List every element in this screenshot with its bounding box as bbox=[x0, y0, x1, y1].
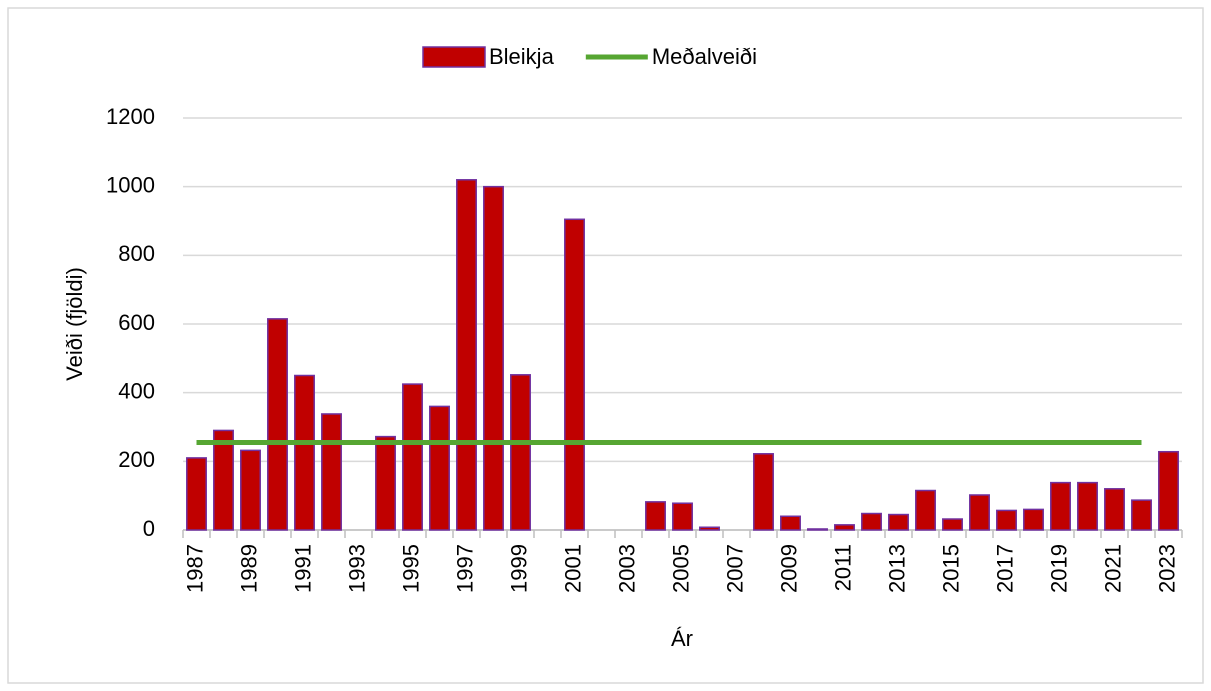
bar bbox=[942, 518, 963, 531]
bar bbox=[888, 513, 909, 531]
bar bbox=[1050, 481, 1071, 531]
bar bbox=[969, 494, 990, 531]
bar bbox=[321, 413, 342, 531]
legend-swatch bbox=[422, 46, 486, 68]
y-tick-label: 600 bbox=[118, 310, 155, 335]
bar bbox=[834, 524, 855, 531]
bar bbox=[429, 405, 450, 531]
x-tick-label: 2005 bbox=[668, 544, 693, 593]
bar bbox=[780, 515, 801, 531]
y-tick-label: 200 bbox=[118, 447, 155, 472]
x-tick-label: 2015 bbox=[938, 544, 963, 593]
x-tick-label: 1991 bbox=[290, 544, 315, 593]
bar bbox=[1104, 488, 1125, 531]
y-tick-label: 400 bbox=[118, 378, 155, 403]
bar bbox=[186, 457, 207, 531]
x-tick-label: 2011 bbox=[830, 544, 855, 591]
bar bbox=[645, 501, 666, 531]
bar bbox=[1077, 481, 1098, 531]
x-tick-label: 2001 bbox=[560, 544, 585, 593]
x-tick-label: 2009 bbox=[776, 544, 801, 593]
chart-border bbox=[7, 7, 1204, 684]
x-tick-label: 2023 bbox=[1154, 544, 1179, 593]
x-tick-label: 1995 bbox=[398, 544, 423, 593]
x-tick-label: 2013 bbox=[884, 544, 909, 593]
x-axis-title: Ár bbox=[671, 626, 693, 651]
bar bbox=[267, 318, 288, 531]
bar bbox=[564, 218, 585, 531]
legend-label: Meðalveiði bbox=[652, 44, 757, 69]
x-tick-label: 2003 bbox=[614, 544, 639, 593]
y-tick-label: 1000 bbox=[106, 172, 155, 197]
bar bbox=[861, 512, 882, 531]
y-tick-label: 800 bbox=[118, 241, 155, 266]
x-tick-label: 1987 bbox=[182, 544, 207, 593]
bar bbox=[807, 528, 828, 531]
x-tick-label: 1999 bbox=[506, 544, 531, 593]
x-tick-label: 2007 bbox=[722, 544, 747, 593]
bar bbox=[402, 383, 423, 531]
bar bbox=[375, 435, 396, 531]
y-tick-label: 0 bbox=[143, 516, 155, 541]
x-tick-label: 1989 bbox=[236, 544, 261, 593]
x-tick-label: 2019 bbox=[1046, 544, 1071, 593]
bar bbox=[996, 509, 1017, 531]
bar bbox=[213, 429, 234, 531]
bar bbox=[510, 374, 531, 531]
bar bbox=[753, 453, 774, 531]
x-tick-label: 2017 bbox=[992, 544, 1017, 593]
y-tick-label: 1200 bbox=[106, 104, 155, 129]
bar bbox=[915, 489, 936, 531]
legend-label: Bleikja bbox=[489, 44, 555, 69]
y-axis-title: Veiði (fjöldi) bbox=[62, 267, 87, 381]
bar bbox=[483, 185, 504, 531]
bar bbox=[699, 526, 720, 531]
bar bbox=[456, 179, 477, 531]
bar bbox=[1131, 499, 1152, 531]
x-tick-label: 1993 bbox=[344, 544, 369, 593]
bar bbox=[672, 502, 693, 531]
bar bbox=[1158, 450, 1179, 531]
bar bbox=[294, 374, 315, 531]
bar bbox=[240, 449, 261, 531]
x-tick-label: 1997 bbox=[452, 544, 477, 593]
bar bbox=[1023, 508, 1044, 531]
x-tick-label: 2021 bbox=[1100, 544, 1125, 593]
